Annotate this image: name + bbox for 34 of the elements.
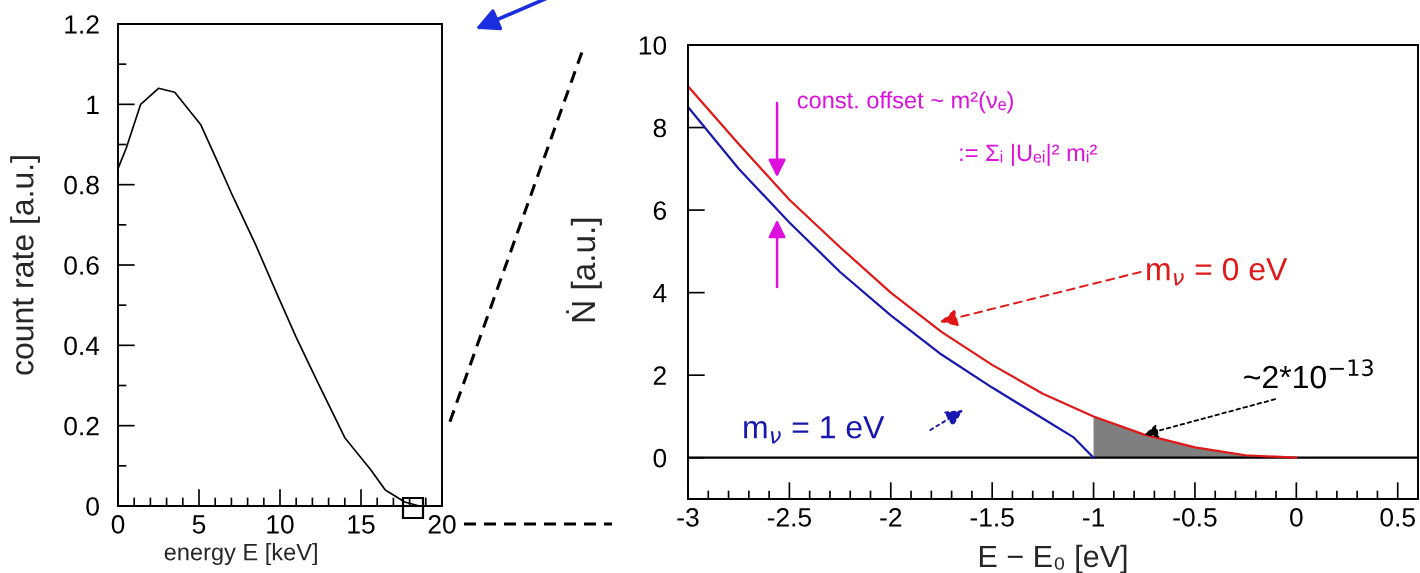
y-tick-label: 2: [653, 366, 666, 385]
x-tick-label: 0: [111, 515, 125, 534]
y-tick-label: 8: [653, 118, 667, 138]
x-tick-label: -1.5: [970, 508, 1014, 527]
x-tick-label: 10: [267, 515, 294, 534]
y-tick-label: 1.2: [65, 15, 99, 34]
x-tick-label: -0.5: [1173, 508, 1217, 527]
y-tick-label: 0: [653, 448, 667, 468]
x-tick-label: -2.5: [767, 508, 812, 527]
y-tick-label: 0.2: [64, 416, 99, 436]
text: m$_{ν}$ = 0 eV: [1147, 257, 1288, 286]
x-tick-label: -3: [677, 508, 699, 527]
x-tick-label: 0: [1290, 508, 1303, 527]
y-axis-title: count rate [a.u.]: [10, 156, 40, 375]
y-axis-title: Ṅ [a.u.]: [566, 218, 602, 322]
x-tick-label: -1: [1083, 508, 1104, 527]
x-tick-label: 20: [428, 515, 456, 534]
x-axis-title: E − E₀ [eV]: [979, 544, 1127, 573]
y-tick-label: 0.8: [64, 175, 99, 195]
x-axis-title: energy E [keV]: [164, 543, 317, 566]
legend-label: m$_{ν}$ = 1 eV: [744, 416, 885, 444]
annotation: ~2*10$^{−13}$: [1244, 359, 1373, 389]
y-tick-label: 0.4: [64, 336, 100, 356]
annotation: := Σᵢ |Uₑᵢ|² mᵢ²: [960, 143, 1097, 166]
annotation: const. offset ~ m²(νₑ): [797, 91, 1013, 114]
x-tick-label: 0.5: [1380, 508, 1415, 527]
y-tick-label: 10: [639, 36, 667, 55]
y-tick-label: 6: [653, 201, 667, 220]
y-tick-label: 0.6: [64, 256, 99, 275]
y-tick-label: 1: [87, 95, 99, 114]
y-tick-label: 4: [653, 284, 667, 303]
x-tick-label: 15: [348, 515, 375, 534]
x-tick-label: -2: [880, 508, 902, 527]
x-tick-label: 5: [192, 515, 206, 534]
